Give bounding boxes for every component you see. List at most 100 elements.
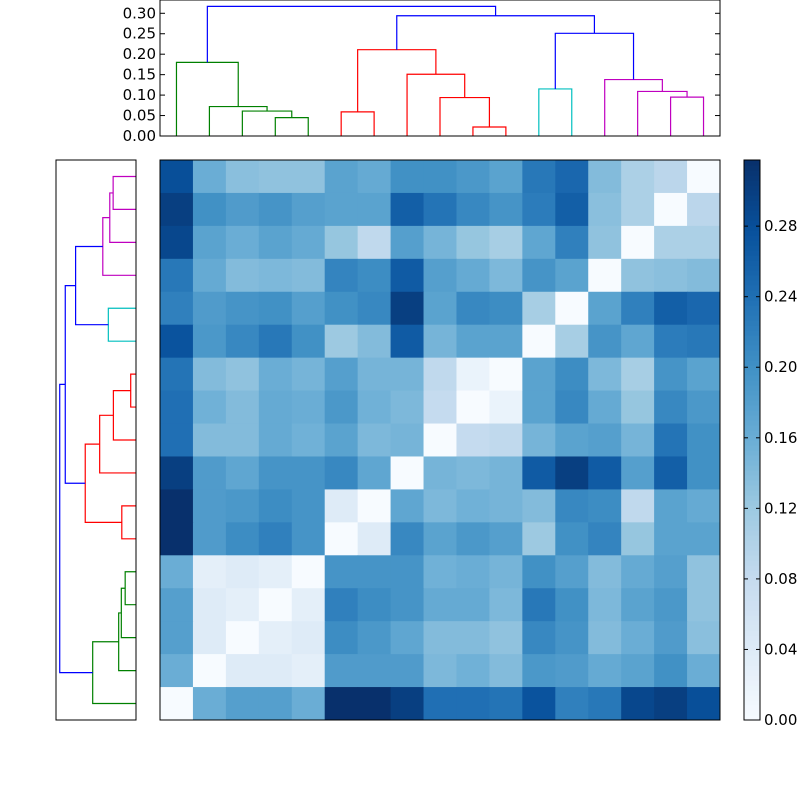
- heatmap-cell: [160, 621, 194, 655]
- heatmap-cell: [291, 555, 326, 589]
- heatmap-cell: [687, 357, 721, 392]
- heatmap-cell: [555, 390, 589, 425]
- heatmap-cell: [654, 192, 688, 227]
- heatmap-cell: [489, 324, 523, 359]
- heatmap-cell: [324, 160, 359, 194]
- colorbar-segment: [744, 400, 760, 406]
- colorbar-segment: [744, 280, 760, 286]
- top-dendrogram-frame: [159, 0, 721, 137]
- heatmap-cell: [423, 522, 457, 556]
- heatmap-cell: [489, 522, 523, 556]
- colorbar-segment: [744, 485, 760, 491]
- dendrogram-link: [604, 78, 663, 136]
- colorbar-segment: [744, 695, 760, 701]
- heatmap-cell: [654, 390, 688, 425]
- heatmap-cell: [258, 357, 293, 392]
- heatmap-cell: [522, 258, 556, 293]
- colorbar-segment: [744, 305, 760, 311]
- heatmap-cell: [192, 390, 227, 425]
- heatmap-cell: [225, 225, 260, 260]
- colorbar-segment: [744, 480, 760, 486]
- heatmap-cell: [225, 324, 260, 359]
- heatmap-cell: [225, 654, 260, 688]
- heatmap-cell: [621, 423, 655, 457]
- heatmap-cell: [324, 357, 359, 392]
- colorbar-segment: [744, 235, 760, 241]
- heatmap-cell: [522, 291, 556, 326]
- heatmap-cell: [456, 225, 490, 260]
- heatmap-cell: [621, 357, 655, 392]
- dendrogram-link: [206, 5, 497, 63]
- colorbar-segment: [744, 525, 760, 531]
- heatmap-cell: [160, 225, 194, 260]
- colorbar-segment: [744, 645, 760, 651]
- heatmap-cell: [258, 225, 293, 260]
- heatmap-cell: [687, 489, 721, 523]
- heatmap-cell: [588, 654, 622, 688]
- heatmap-cell: [192, 588, 227, 622]
- heatmap-cell: [160, 160, 194, 194]
- heatmap-cell: [621, 390, 655, 425]
- heatmap-cell: [489, 621, 523, 655]
- heatmap-cell: [160, 522, 194, 556]
- heatmap-cell: [192, 357, 227, 392]
- heatmap-cell: [456, 390, 490, 425]
- heatmap-cell: [225, 390, 260, 425]
- heatmap-cell: [456, 324, 490, 359]
- colorbar-segment: [744, 250, 760, 256]
- colorbar-segment: [744, 715, 760, 721]
- heatmap-cell: [390, 390, 425, 425]
- heatmap-cell: [654, 588, 688, 622]
- heatmap-cell: [687, 588, 721, 622]
- heatmap-cell: [456, 654, 490, 688]
- heatmap-cell: [423, 225, 457, 260]
- y-tick-label: 0.00: [123, 127, 156, 145]
- colorbar-segment: [744, 595, 760, 601]
- heatmap-cell: [423, 423, 457, 457]
- heatmap-cell: [555, 522, 589, 556]
- heatmap-cell: [160, 456, 194, 490]
- colorbar-segment: [744, 340, 760, 346]
- heatmap-cell: [654, 522, 688, 556]
- heatmap-cell: [192, 225, 227, 260]
- heatmap-cell: [390, 555, 425, 589]
- colorbar-segment: [744, 335, 760, 341]
- heatmap-cell: [522, 324, 556, 359]
- heatmap-cell: [621, 225, 655, 260]
- heatmap-cell: [324, 489, 359, 523]
- heatmap-cell: [291, 225, 326, 260]
- heatmap-cell: [291, 324, 326, 359]
- colorbar-segment: [744, 540, 760, 546]
- dendrogram-link: [175, 61, 239, 136]
- dendrogram-link: [538, 88, 573, 136]
- heatmap-cell: [357, 160, 392, 194]
- colorbar-segment: [744, 550, 760, 556]
- colorbar-segment: [744, 180, 760, 186]
- heatmap-cell: [225, 489, 260, 523]
- heatmap-cell: [555, 456, 589, 490]
- colorbar-segment: [744, 545, 760, 551]
- y-tick-label: 0.25: [123, 25, 156, 43]
- heatmap-cell: [357, 390, 392, 425]
- heatmap-cell: [423, 291, 457, 326]
- colorbar-tick-label: 0.04: [764, 640, 797, 658]
- heatmap-cell: [654, 258, 688, 293]
- colorbar-segment: [744, 535, 760, 541]
- heatmap-cell: [258, 621, 293, 655]
- heatmap-cell: [324, 291, 359, 326]
- heatmap-cell: [687, 324, 721, 359]
- heatmap-cell: [555, 160, 589, 194]
- heatmap-cell: [687, 291, 721, 326]
- colorbar-segment: [744, 165, 760, 171]
- heatmap-cell: [390, 588, 425, 622]
- colorbar-segment: [744, 680, 760, 686]
- heatmap-cell: [456, 522, 490, 556]
- heatmap-cell: [258, 687, 293, 721]
- heatmap-cell: [258, 258, 293, 293]
- colorbar-segment: [744, 260, 760, 266]
- heatmap-cell: [357, 357, 392, 392]
- heatmap-cell: [291, 423, 326, 457]
- heatmap-cell: [687, 456, 721, 490]
- heatmap-cell: [357, 423, 392, 457]
